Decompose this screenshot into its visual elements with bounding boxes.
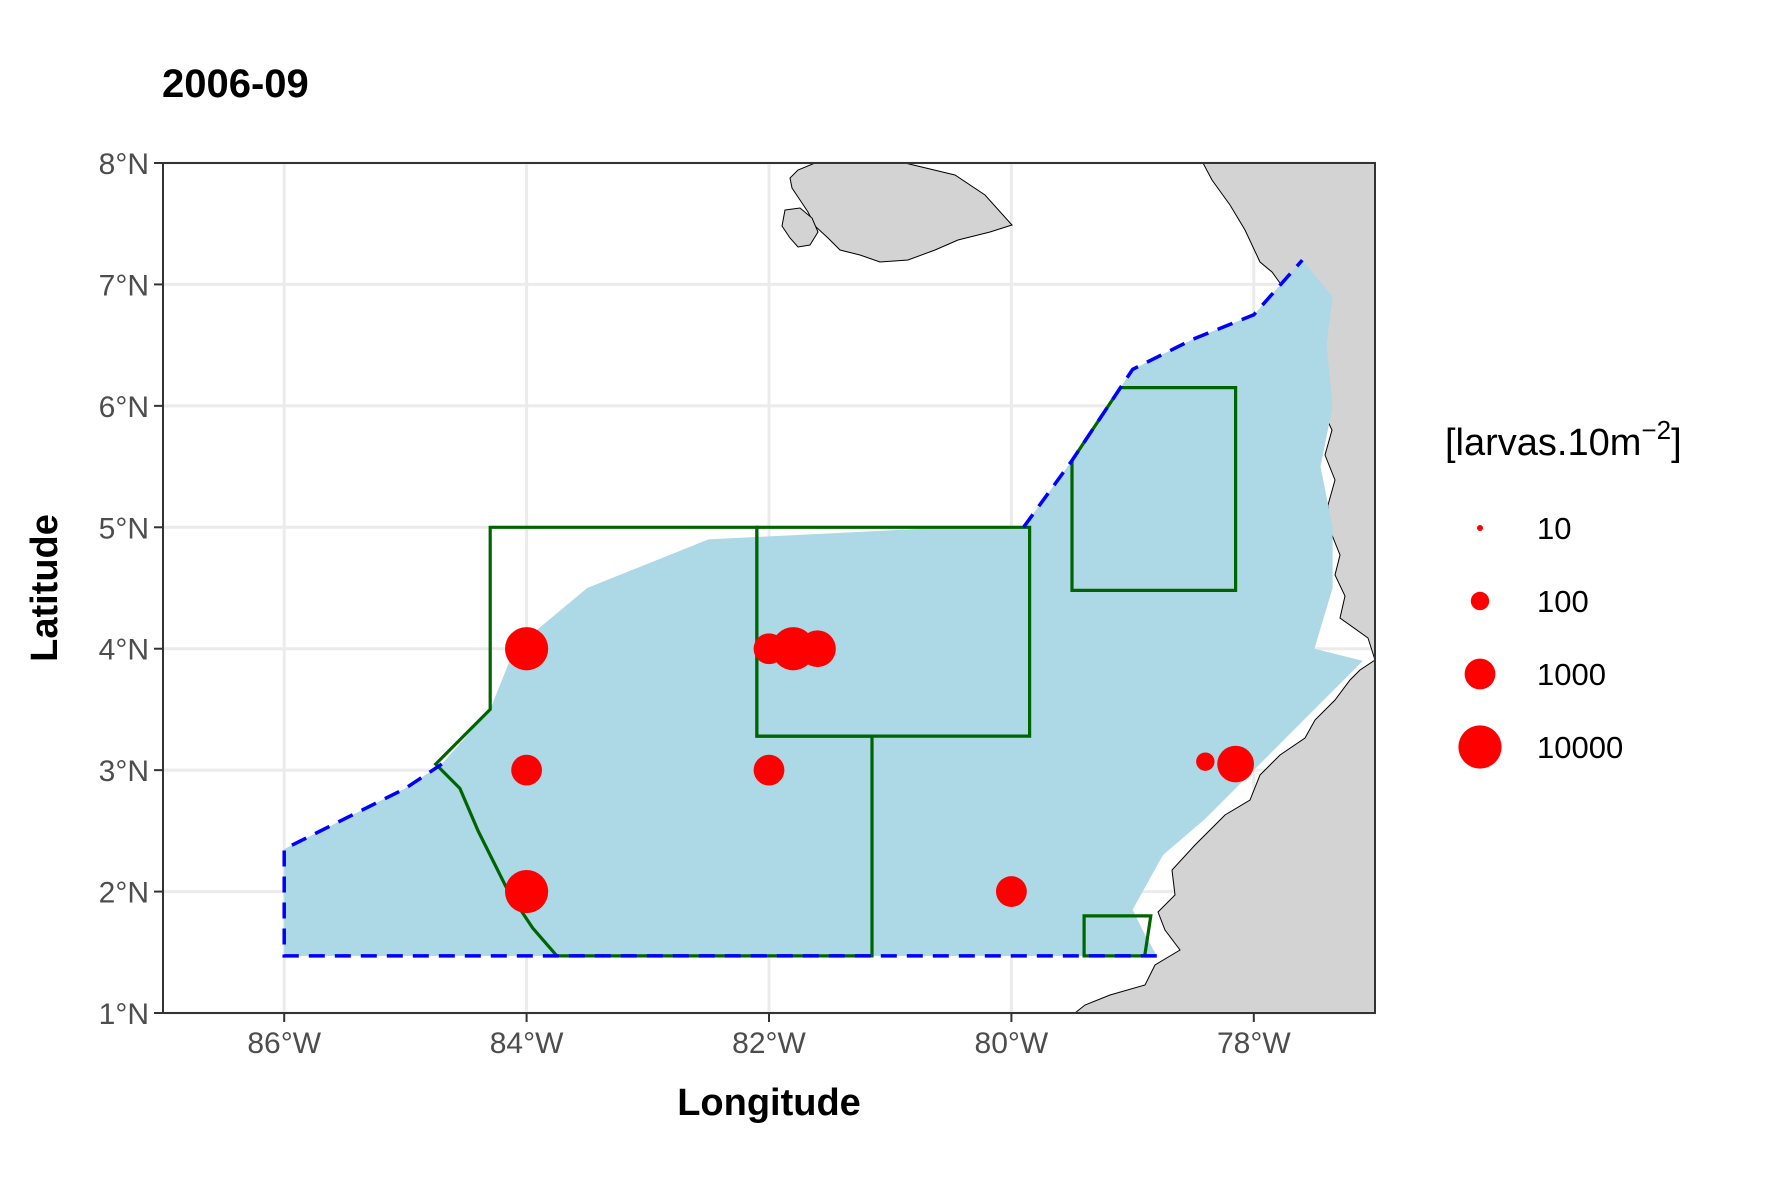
larvae-point	[1217, 745, 1254, 783]
y-axis-title: Latitude	[24, 514, 66, 662]
land-masses	[781, 162, 1376, 1014]
x-axis: 86°W 84°W 82°W 80°W 78°W	[163, 1012, 1375, 1060]
x-tick-label: 86°W	[247, 1027, 321, 1060]
study-area-sea	[284, 260, 1363, 956]
legend-title: [larvas.10m−2]	[1445, 415, 1682, 464]
legend-label: 1000	[1537, 657, 1606, 692]
y-tick-label: 6°N	[99, 391, 149, 424]
legend: [larvas.10m−2] 10 100 1000 10000	[1445, 415, 1682, 769]
legend-entries: 10 100 1000 10000	[1458, 511, 1623, 769]
legend-title-main: [larvas.10m	[1445, 422, 1641, 464]
eez-boundary-dashed	[282, 258, 1304, 958]
legend-key-circle	[1464, 658, 1496, 690]
legend-key-circle	[1470, 591, 1490, 611]
x-tick-label: 78°W	[1217, 1027, 1291, 1060]
zone-northern-block	[1070, 386, 1238, 593]
land-azuero-islands	[781, 207, 819, 248]
y-tick-label: 7°N	[99, 269, 149, 302]
y-tick-label: 2°N	[99, 877, 149, 910]
zone-central-block	[755, 525, 1032, 738]
legend-key-circle	[1458, 725, 1502, 769]
x-tick-label: 80°W	[975, 1027, 1049, 1060]
plot-title: 2006-09	[162, 62, 309, 106]
larvae-point	[504, 869, 549, 914]
y-tick-label: 4°N	[99, 634, 149, 667]
y-tick-label: 1°N	[99, 998, 149, 1031]
legend-label: 10000	[1537, 730, 1623, 765]
land-panama	[789, 162, 1013, 263]
legend-label: 100	[1537, 584, 1589, 619]
larvae-points	[504, 627, 1254, 914]
management-zones	[433, 386, 1238, 958]
x-tick-label: 84°W	[490, 1027, 564, 1060]
y-tick-label: 3°N	[99, 755, 149, 788]
y-axis: 1°N 2°N 3°N 4°N 5°N 6°N 7°N 8°N	[99, 148, 164, 1031]
x-tick-label: 82°W	[732, 1027, 806, 1060]
larvae-point	[799, 630, 836, 668]
legend-title-superscript: −2	[1641, 415, 1671, 445]
plot-panel	[162, 161, 1376, 1015]
larvae-point	[996, 876, 1027, 907]
larvae-point	[1196, 752, 1215, 771]
larvae-point	[753, 754, 785, 786]
larvae-point	[504, 627, 549, 671]
y-tick-label: 8°N	[99, 148, 149, 181]
legend-label: 10	[1537, 511, 1571, 546]
larvae-point	[511, 754, 542, 786]
legend-title-end: ]	[1671, 422, 1682, 464]
legend-key-circle	[1477, 525, 1483, 531]
x-axis-title: Longitude	[677, 1082, 861, 1124]
y-tick-label: 5°N	[99, 512, 149, 545]
